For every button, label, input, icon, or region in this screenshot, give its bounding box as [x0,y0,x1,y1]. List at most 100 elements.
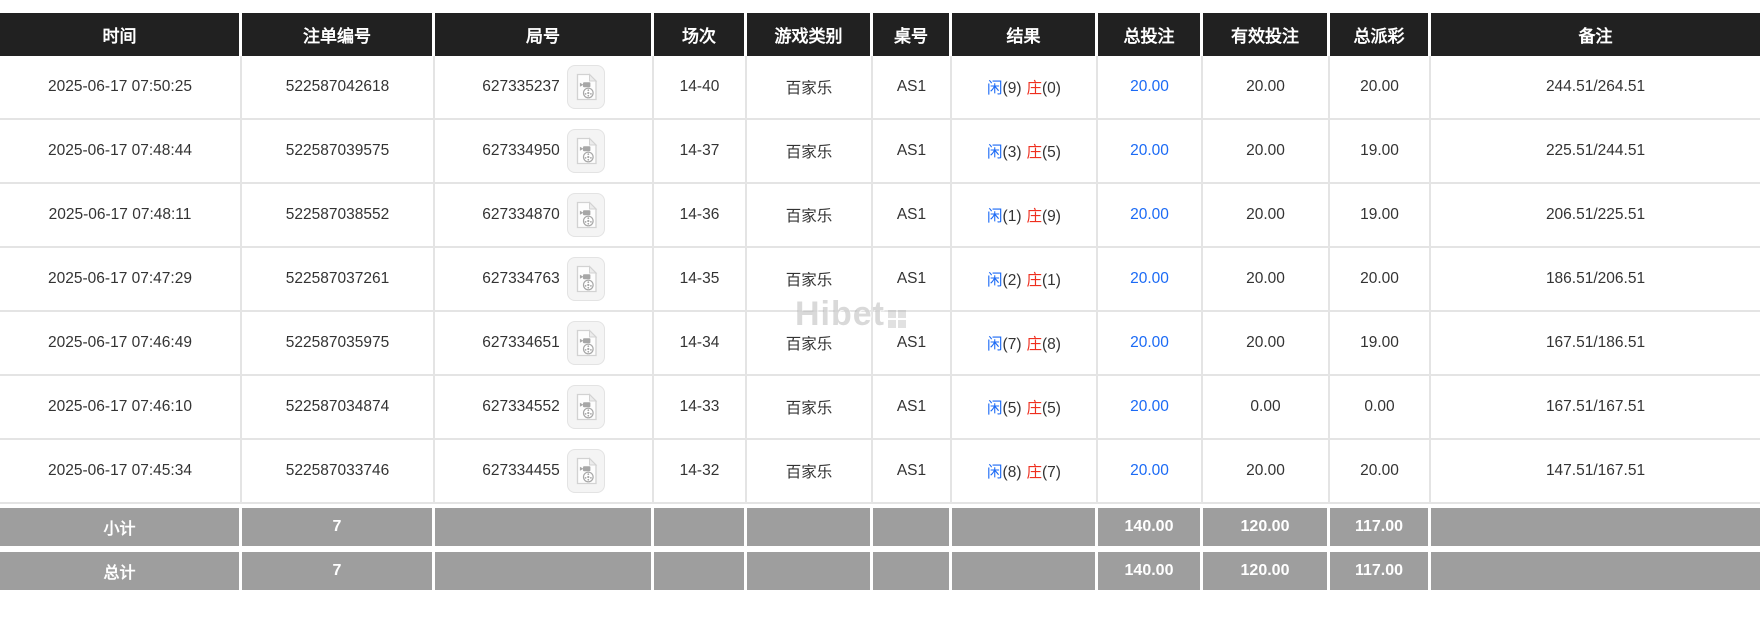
table-header: 时间 注单编号 局号 场次 游戏类别 桌号 结果 总投注 有效投注 总派彩 备注 [0,13,1760,56]
cell-result: 闲(9) 庄(0) [952,56,1098,120]
result-player-label: 闲 [987,272,1003,289]
cell-game-type: 百家乐 [747,184,873,248]
video-replay-button[interactable] [566,257,605,301]
table-row: 2025-06-17 07:50:25 522587042618 6273352… [0,56,1760,120]
valid-bet: 0.00 [1250,398,1281,415]
cell-bet-id: 522587035975 [242,312,435,376]
total-bet-link[interactable]: 20.00 [1130,142,1169,159]
subtotal-label: 小计 [0,504,242,546]
cell-total-payout: 19.00 [1330,120,1431,184]
result-player-label: 闲 [987,400,1003,417]
session-number: 14-37 [679,142,720,159]
cell-bet-id: 522587038552 [242,184,435,248]
total-bet-link[interactable]: 20.00 [1130,78,1169,95]
result-banker-points: (8) [1042,336,1061,353]
cell-valid-bet: 0.00 [1203,376,1330,440]
cell-result: 闲(2) 庄(1) [952,248,1098,312]
table-number: AS1 [896,462,927,479]
cell-total-bet: 20.00 [1098,56,1203,120]
valid-bet: 20.00 [1246,78,1285,95]
cell-round: 627335237 [435,56,654,120]
total-bet-link[interactable]: 20.00 [1130,334,1169,351]
result-banker-label: 庄 [1026,400,1043,417]
subtotal-row: 小计 7 140.00 120.00 117.00 [0,504,1760,546]
table-body: 2025-06-17 07:50:25 522587042618 6273352… [0,56,1760,504]
cell-bet-id: 522587042618 [242,56,435,120]
table-row: 2025-06-17 07:47:29 522587037261 6273347… [0,248,1760,312]
cell-valid-bet: 20.00 [1203,56,1330,120]
session-number: 14-33 [679,398,720,415]
cell-valid-bet: 20.00 [1203,120,1330,184]
total-row: 总计 7 140.00 120.00 117.00 [0,546,1760,590]
total-payout: 19.00 [1360,206,1399,223]
total-count: 7 [242,546,435,590]
bet-id: 522587035975 [285,334,390,351]
total-payout: 20.00 [1360,78,1399,95]
cell-table-no: AS1 [873,56,952,120]
column-header-total-payout: 总派彩 [1330,13,1431,56]
result-banker-points: (9) [1042,208,1061,225]
total-bet-link[interactable]: 20.00 [1130,398,1169,415]
subtotal-empty-table-no [873,504,952,546]
subtotal-empty-game-type [747,504,873,546]
subtotal-total-payout: 117.00 [1330,504,1431,546]
cell-game-type: 百家乐 [747,120,873,184]
remark-balance: 206.51/225.51 [1545,206,1646,223]
bet-time: 2025-06-17 07:46:10 [48,398,192,415]
column-header-session: 场次 [654,13,747,56]
game-type: 百家乐 [785,208,833,225]
result-banker-points: (5) [1042,400,1061,417]
cell-total-payout: 19.00 [1330,312,1431,376]
cell-remark: 244.51/264.51 [1431,56,1760,120]
cell-valid-bet: 20.00 [1203,312,1330,376]
result-player-label: 闲 [987,144,1003,161]
cell-result: 闲(5) 庄(5) [952,376,1098,440]
video-replay-button[interactable] [566,449,605,493]
cell-table-no: AS1 [873,376,952,440]
cell-total-bet: 20.00 [1098,184,1203,248]
column-header-valid-bet: 有效投注 [1203,13,1330,56]
total-bet-link[interactable]: 20.00 [1130,462,1169,479]
cell-remark: 225.51/244.51 [1431,120,1760,184]
table-footer: 小计 7 140.00 120.00 117.00 总计 7 [0,504,1760,590]
subtotal-count: 7 [242,504,435,546]
cell-result: 闲(3) 庄(5) [952,120,1098,184]
cell-total-bet: 20.00 [1098,440,1203,504]
cell-remark: 186.51/206.51 [1431,248,1760,312]
remark-balance: 167.51/167.51 [1545,398,1646,415]
video-replay-button[interactable] [566,129,605,173]
subtotal-empty-result [952,504,1098,546]
cell-round: 627334870 [435,184,654,248]
result-banker-points: (0) [1042,80,1061,97]
game-type: 百家乐 [785,336,833,353]
cell-bet-id: 522587033746 [242,440,435,504]
bet-records-table: 时间 注单编号 局号 场次 游戏类别 桌号 结果 总投注 有效投注 总派彩 备注… [0,13,1760,590]
cell-valid-bet: 20.00 [1203,440,1330,504]
column-header-remark: 备注 [1431,13,1760,56]
total-empty-result [952,546,1098,590]
total-bet-link[interactable]: 20.00 [1130,270,1169,287]
video-replay-button[interactable] [566,65,605,109]
cell-session: 14-33 [654,376,747,440]
video-replay-button[interactable] [566,321,605,365]
video-replay-button[interactable] [566,385,605,429]
cell-valid-bet: 20.00 [1203,248,1330,312]
round-number: 627334950 [482,142,560,159]
cell-time: 2025-06-17 07:47:29 [0,248,242,312]
game-type: 百家乐 [785,80,833,97]
cell-bet-id: 522587039575 [242,120,435,184]
total-payout: 19.00 [1360,142,1399,159]
cell-bet-id: 522587034874 [242,376,435,440]
cell-remark: 206.51/225.51 [1431,184,1760,248]
cell-table-no: AS1 [873,184,952,248]
bet-time: 2025-06-17 07:46:49 [48,334,192,351]
cell-table-no: AS1 [873,440,952,504]
table-row: 2025-06-17 07:48:44 522587039575 6273349… [0,120,1760,184]
total-empty-remark [1431,546,1760,590]
round-number: 627335237 [482,78,560,95]
video-replay-button[interactable] [566,193,605,237]
result-player-points: (8) [1002,464,1022,481]
total-bet-link[interactable]: 20.00 [1130,206,1169,223]
bet-time: 2025-06-17 07:48:44 [48,142,192,159]
cell-game-type: 百家乐 [747,312,873,376]
